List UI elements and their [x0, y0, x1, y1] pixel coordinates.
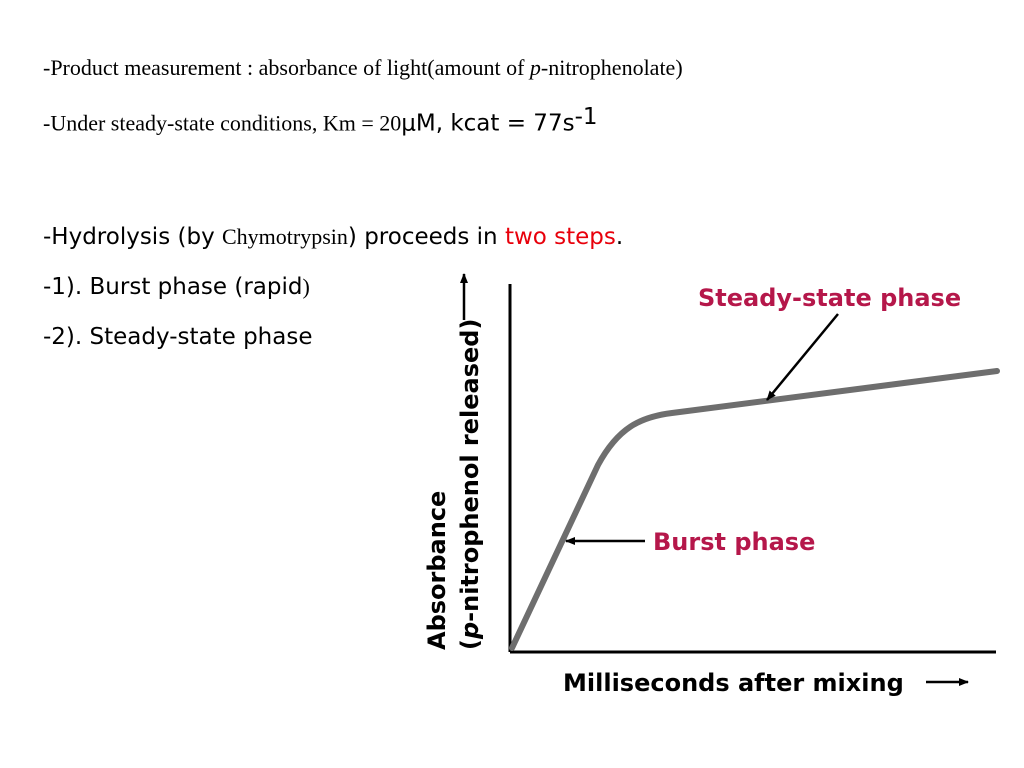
line4-prefix: -1). Burst phase (rapid	[43, 274, 303, 300]
line3-highlight: two steps	[504, 224, 616, 250]
steady-state-phase-annotation: Steady-state phase	[698, 284, 961, 312]
x-axis-label: Milliseconds after mixing	[563, 669, 904, 697]
absorbance-curve	[509, 368, 1000, 651]
steady-state-arrow-icon	[766, 313, 839, 401]
y-axis-label-line1: Absorbance	[423, 491, 451, 650]
line1-italic: p	[529, 55, 541, 80]
y-axis-label-rest: -nitrophenol released)	[456, 319, 484, 622]
line1-prefix: -Product measurement : absorbance of lig…	[43, 55, 530, 80]
y-axis-label-open: (	[456, 639, 484, 650]
line2-prefix: -Under steady-state conditions, Km = 20	[43, 110, 402, 136]
burst-phase-annotation: Burst phase	[653, 528, 815, 556]
burst-phase-line: -1). Burst phase (rapid)	[43, 274, 310, 300]
hydrolysis-line: -Hydrolysis (by Chymotrypsin) proceeds i…	[43, 224, 623, 250]
line3-enzyme: Chymotrypsin	[222, 224, 348, 249]
line4-end: )	[302, 274, 310, 299]
product-measurement-line: -Product measurement : absorbance of lig…	[43, 55, 683, 81]
line3-end: .	[615, 224, 624, 250]
y-axis-label-italic: p	[456, 622, 484, 640]
line1-suffix: -nitrophenolate)	[540, 55, 683, 80]
line3-prefix: -Hydrolysis (by	[43, 224, 222, 250]
line2-unit: μM, kcat = 77s	[401, 110, 575, 137]
y-axis-label: Absorbance (p-nitrophenol released)	[423, 319, 484, 650]
y-axis-label-line2: (p-nitrophenol released)	[456, 319, 484, 650]
steady-state-phase-line: -2). Steady-state phase	[43, 324, 313, 350]
line3-middle: ) proceeds in	[347, 224, 505, 250]
steady-state-conditions-line: -Under steady-state conditions, Km = 20μ…	[43, 104, 598, 136]
line2-sup: -1	[574, 104, 598, 130]
